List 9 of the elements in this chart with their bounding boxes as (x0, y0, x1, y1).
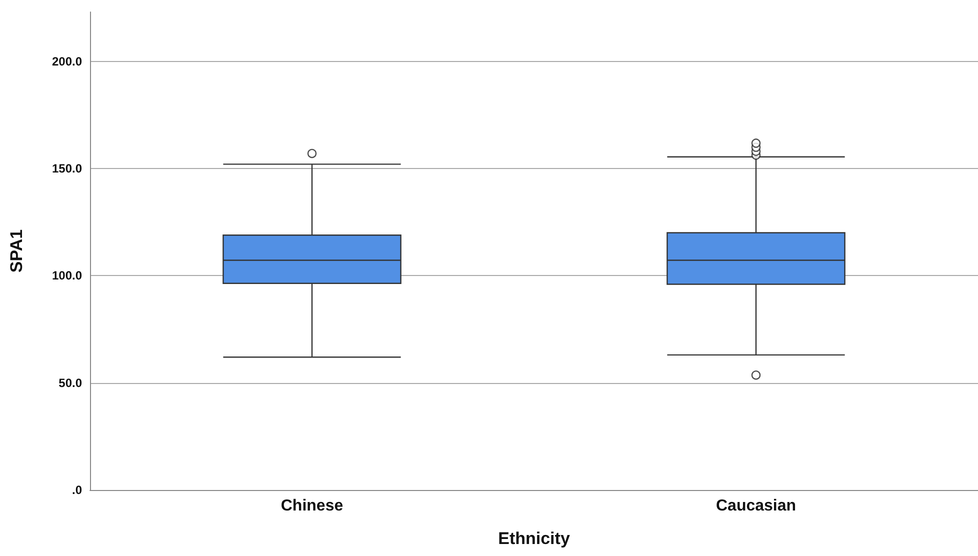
y-tick-label: 200.0 (52, 54, 82, 68)
x-axis-title: Ethnicity (498, 529, 570, 548)
y-tick-label: 150.0 (52, 161, 82, 176)
y-tick-label: .0 (72, 483, 82, 497)
y-tick-label: 50.0 (58, 376, 82, 390)
x-tick-label: Caucasian (716, 498, 796, 514)
x-tick-label: Chinese (280, 498, 344, 514)
y-tick-label: 100.0 (52, 268, 82, 283)
y-axis-title: SPA1 (7, 229, 26, 273)
